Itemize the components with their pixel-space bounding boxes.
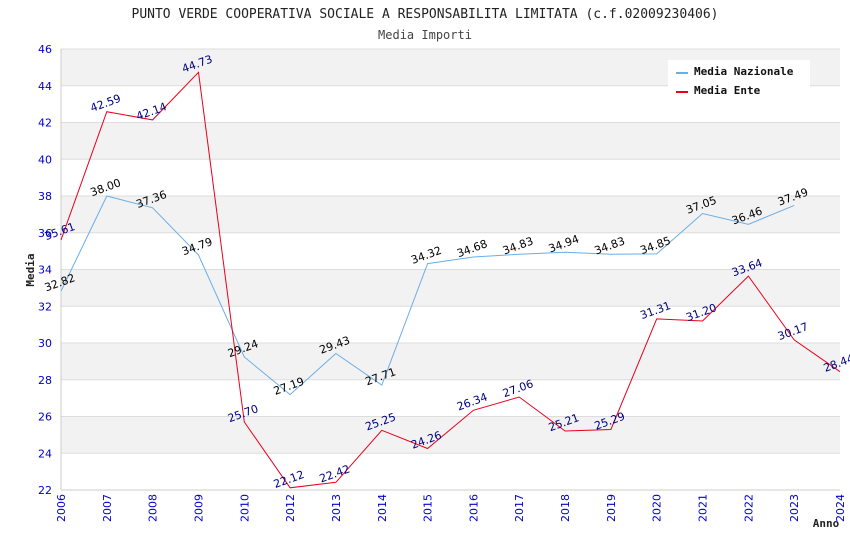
- x-tick-label: 2016: [467, 494, 480, 522]
- chart-title: PUNTO VERDE COOPERATIVA SOCIALE A RESPON…: [132, 7, 719, 22]
- y-tick-label: 26: [38, 411, 52, 424]
- x-tick-label: 2015: [422, 494, 435, 522]
- y-tick-label: 40: [38, 153, 52, 166]
- y-tick-label: 30: [38, 337, 52, 350]
- x-tick-label: 2008: [147, 494, 160, 522]
- x-tick-label: 2019: [605, 494, 618, 522]
- y-tick-label: 38: [38, 190, 52, 203]
- data-label: 27.06: [501, 377, 535, 400]
- x-axis-label: Anno: [813, 517, 840, 530]
- data-label: 35.61: [43, 220, 77, 243]
- x-tick-label: 2010: [238, 494, 251, 522]
- y-tick-label: 34: [38, 264, 52, 277]
- y-tick-label: 24: [38, 447, 52, 460]
- x-tick-label: 2022: [742, 494, 755, 522]
- x-tick-label: 2018: [559, 494, 572, 522]
- grid-band: [61, 416, 840, 454]
- series-lines: [60, 71, 841, 489]
- y-axis-ticks: 22 24 26 28 30 32 34 36 38 40 42 44 46: [38, 43, 52, 497]
- y-axis-label: Media: [24, 253, 37, 286]
- x-tick-label: 2023: [788, 494, 801, 522]
- data-label: 26.34: [455, 390, 489, 413]
- chart-subtitle: Media Importi: [378, 28, 472, 42]
- data-label: 30.17: [776, 320, 810, 343]
- legend: Media Nazionale Media Ente: [668, 60, 810, 100]
- x-axis-ticks: 2006 2007 2008 2009 2010 2012 2013 2014 2015 2016…: [55, 494, 847, 522]
- legend-label-nazionale: Media Nazionale: [694, 65, 794, 78]
- grid-band: [61, 196, 840, 233]
- x-tick-label: 2006: [55, 494, 68, 522]
- legend-box: [668, 60, 810, 100]
- y-tick-label: 42: [38, 117, 52, 130]
- data-label: 42.59: [89, 92, 123, 115]
- y-tick-label: 22: [38, 484, 52, 497]
- x-tick-label: 2007: [101, 494, 114, 522]
- x-tick-label: 2020: [651, 494, 664, 522]
- x-tick-label: 2021: [697, 494, 710, 522]
- data-label: 34.79: [180, 235, 214, 258]
- grid-lines: [60, 48, 840, 491]
- y-tick-label: 46: [38, 43, 52, 56]
- grid-band: [61, 122, 840, 160]
- x-tick-label: 2009: [192, 494, 205, 522]
- x-tick-label: 2024: [834, 494, 847, 522]
- series-line-nazionale: [60, 195, 795, 396]
- legend-label-ente: Media Ente: [694, 84, 761, 97]
- x-tick-label: 2014: [376, 494, 389, 522]
- grid-band: [61, 343, 840, 380]
- grid-band: [61, 269, 840, 307]
- y-tick-label: 32: [38, 300, 52, 313]
- x-tick-label: 2012: [284, 494, 297, 522]
- data-label: 34.32: [409, 244, 443, 267]
- x-tick-label: 2013: [330, 494, 343, 522]
- grid-bands: [61, 49, 840, 454]
- x-tick-label: 2017: [513, 494, 526, 522]
- series-line-ente: [60, 71, 841, 489]
- data-label: 22.12: [272, 468, 306, 491]
- y-tick-label: 36: [38, 227, 52, 240]
- y-tick-label: 44: [38, 80, 52, 93]
- y-tick-label: 28: [38, 374, 52, 387]
